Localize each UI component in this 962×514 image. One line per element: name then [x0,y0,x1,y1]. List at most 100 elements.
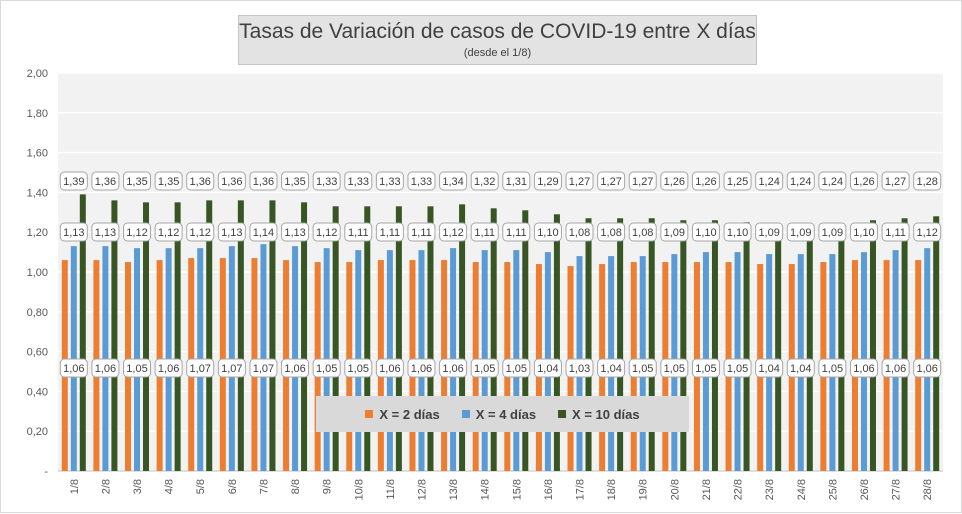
data-label-box [660,171,689,191]
data-label: 1,04 [537,363,558,375]
data-label: 1,24 [822,176,843,188]
bar-10-dias [901,218,908,471]
bar-10-dias [869,220,876,471]
x-tick-label: 13/8 [448,479,460,500]
data-label: 1,08 [632,227,653,239]
data-label: 1,24 [758,176,779,188]
y-tick-label: 1,40 [27,187,48,199]
data-label-box [755,171,784,191]
x-tick-label: 25/8 [827,479,839,500]
data-label: 1,39 [63,176,84,188]
bar-4-dias [260,244,267,471]
x-tick-label: 5/8 [195,479,207,494]
bar-10-dias [206,200,213,472]
x-tick-label: 8/8 [290,479,302,494]
data-label: 1,36 [221,176,242,188]
bar-10-dias [553,214,560,472]
data-label: 1,05 [822,363,843,375]
data-label-box [786,358,815,378]
data-label: 1,06 [411,363,432,375]
data-label-box [628,171,657,191]
y-tick-label: 2,00 [27,68,48,80]
legend-swatch-10-dias [558,410,567,418]
data-label: 1,13 [95,227,116,239]
legend-swatch-4-dias [461,410,470,418]
data-label-box [123,358,152,378]
y-tick-label: 1,60 [27,148,48,160]
data-label-box [691,358,720,378]
legend-label-10-dias: X = 10 días [572,406,640,422]
x-tick-label: 20/8 [669,479,681,500]
data-label-box [123,222,152,242]
bar-10-dias [143,202,150,471]
data-label-box [281,358,310,378]
data-label: 1,33 [379,176,400,188]
data-label-box [849,171,878,191]
x-tick-label: 23/8 [764,479,776,500]
x-tick-label: 1/8 [69,479,81,494]
x-tick-label: 24/8 [796,479,808,500]
data-label: 1,06 [442,363,463,375]
x-tick-label: 28/8 [922,479,934,500]
bar-10-dias [301,202,308,471]
bar-10-dias [459,204,466,471]
x-tick-label: 9/8 [322,479,334,494]
data-label: 1,26 [853,176,874,188]
data-label: 1,25 [727,176,748,188]
data-label-box [502,358,531,378]
data-label: 1,27 [600,176,621,188]
data-label-box [723,222,752,242]
data-label: 1,11 [506,227,527,239]
data-label-box [913,171,942,191]
data-label-box [249,171,278,191]
data-label-box [439,222,468,242]
x-tick-label: 26/8 [859,479,871,500]
data-label: 1,06 [284,363,305,375]
data-label-box [502,222,531,242]
data-label: 1,35 [284,176,305,188]
data-label-box [913,358,942,378]
y-tick-label: 1,00 [27,267,48,279]
data-label: 1,05 [316,363,337,375]
data-label: 1,27 [885,176,906,188]
data-label-box [249,358,278,378]
legend-swatch-2-dias [365,410,374,418]
data-label: 1,14 [253,227,274,239]
x-tick-label: 22/8 [733,479,745,500]
data-label-box [818,222,847,242]
data-label-box [186,171,215,191]
legend-label-2-dias: X = 2 días [379,406,440,422]
data-label-box [533,358,562,378]
data-label: 1,05 [664,363,685,375]
data-label: 1,10 [695,227,716,239]
data-label-box [439,171,468,191]
bar-10-dias [806,224,813,471]
data-label: 1,26 [695,176,716,188]
legend-label-4-dias: X = 4 días [475,406,537,422]
data-label-box [691,171,720,191]
legend-item-4-dias: X = 4 días [461,406,537,422]
data-label-box [786,171,815,191]
data-label-box [881,222,910,242]
data-label: 1,07 [190,363,211,375]
chart-title: Tasas de Variación de casos de COVID-19 … [239,20,756,43]
y-tick-label: 0,80 [27,307,48,319]
data-label-box [59,222,88,242]
chart-title-box: Tasas de Variación de casos de COVID-19 … [238,15,757,65]
data-label: 1,27 [632,176,653,188]
bar-10-dias [490,208,497,471]
y-tick-label: - [44,466,48,478]
data-label: 1,07 [253,363,274,375]
data-label: 1,26 [664,176,685,188]
data-label-box [154,222,183,242]
data-label-box [375,222,404,242]
data-label-box [565,171,594,191]
bar-10-dias [617,218,624,471]
data-label: 1,10 [537,227,558,239]
data-label-box [217,358,246,378]
data-label-box [755,222,784,242]
data-label-box [249,222,278,242]
data-label-box [786,222,815,242]
